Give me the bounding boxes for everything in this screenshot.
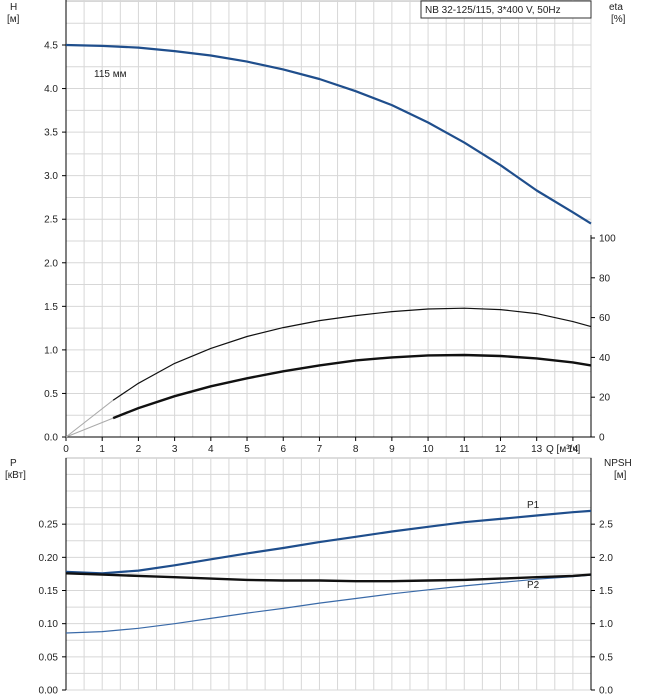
bottom-ylabel-left-1: P [10, 458, 17, 469]
bottom-y-tick-label: 0.25 [39, 520, 59, 531]
p2-label: P2 [527, 580, 540, 591]
top-x-tick-label: 7 [317, 444, 323, 455]
bottom-series-line-1 [65, 574, 592, 634]
bottom-y-tick-label: 0.15 [39, 586, 59, 597]
top-x-tick-label: 0 [63, 444, 69, 455]
top-yr-tick-label: 0 [599, 433, 605, 444]
top-y-tick-label: 4.5 [44, 41, 58, 52]
top-y-tick-label: 3.5 [44, 128, 58, 139]
top-y-tick-label: 1.0 [44, 345, 58, 356]
bottom-ylabel-right-2: [м] [614, 470, 627, 481]
bottom-series-line-2 [65, 572, 592, 583]
bottom-ylabel-left-2: [кВт] [5, 470, 26, 481]
top-x-tick-label: 11 [459, 444, 470, 455]
p1-label: P1 [527, 500, 540, 511]
top-series-line-4 [65, 417, 114, 438]
bottom-y-tick-label: 0.05 [39, 652, 59, 663]
top-yr-tick-label: 40 [599, 353, 611, 364]
top-yr-tick-label: 80 [599, 273, 611, 284]
top-x-tick-label: 2 [136, 444, 142, 455]
top-y-tick-label: 0.5 [44, 389, 58, 400]
top-ylabel-right-2: [%] [611, 14, 626, 25]
bottom-y-tick-label: 0.20 [39, 553, 59, 564]
top-y-tick-label: 1.5 [44, 302, 58, 313]
top-x-tick-label: 4 [208, 444, 214, 455]
bottom-y-tick-label: 0.10 [39, 619, 59, 630]
top-yr-tick-label: 100 [599, 234, 616, 245]
legend-box-text: NB 32-125/115, 3*400 V, 50Hz [425, 5, 561, 16]
top-x-tick-label: 10 [423, 444, 435, 455]
top-x-tick-label: 1 [99, 444, 105, 455]
top-y-tick-label: 3.0 [44, 171, 58, 182]
top-yr-tick-label: 20 [599, 393, 611, 404]
bottom-ylabel-right-1: NPSH [604, 458, 632, 469]
top-xlabel: Q [м³/ч] [546, 444, 581, 455]
curve-label-115: 115 мм [94, 69, 127, 80]
bottom-y-tick-label: 0.00 [39, 686, 59, 697]
top-series-line-2 [112, 353, 592, 420]
top-x-tick-label: 14 [567, 444, 579, 455]
top-y-tick-label: 2.5 [44, 215, 58, 226]
bottom-yr-tick-label: 0.0 [599, 686, 613, 697]
bottom-yr-tick-label: 0.5 [599, 652, 613, 663]
top-x-tick-label: 3 [172, 444, 178, 455]
top-y-tick-label: 2.0 [44, 258, 58, 269]
top-x-tick-label: 12 [495, 444, 507, 455]
legend-box: NB 32-125/115, 3*400 V, 50Hz [420, 0, 592, 19]
bottom-yr-tick-label: 1.5 [599, 586, 613, 597]
bottom-yr-tick-label: 2.5 [599, 520, 613, 531]
top-y-tick-label: 0.0 [44, 433, 58, 444]
top-y-tick-label: 4.0 [44, 84, 58, 95]
top-x-tick-label: 5 [244, 444, 250, 455]
top-x-tick-label: 8 [353, 444, 359, 455]
bottom-series-line-0 [65, 509, 592, 575]
top-ylabel-right-1: eta [609, 2, 623, 13]
top-series-line-3 [65, 399, 114, 438]
top-x-tick-label: 13 [531, 444, 543, 455]
bottom-yr-tick-label: 1.0 [599, 619, 613, 630]
top-ylabel-left-1: H [10, 2, 17, 13]
top-series-line-0 [65, 43, 592, 225]
top-yr-tick-label: 60 [599, 313, 611, 324]
top-x-tick-label: 6 [280, 444, 286, 455]
top-ylabel-left-2: [м] [7, 14, 20, 25]
top-x-tick-label: 9 [389, 444, 395, 455]
bottom-yr-tick-label: 2.0 [599, 553, 613, 564]
top-series-line-1 [112, 307, 592, 401]
